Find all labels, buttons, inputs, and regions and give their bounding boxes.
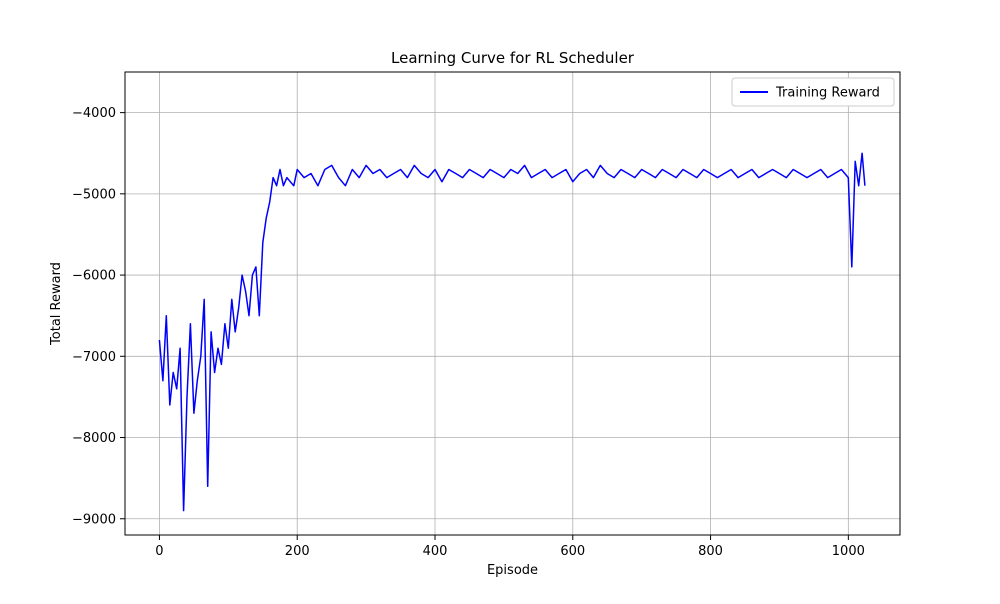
x-tick-label: 0 [155,544,163,559]
plot-frame [124,71,901,536]
grid [125,72,900,535]
y-tick-label: −4000 [72,106,116,121]
x-tick-label: 200 [285,544,310,559]
y-tick-label: −8000 [72,431,116,446]
y-axis: −9000 −8000 −7000 −6000 −5000 −4000 [72,106,125,527]
x-axis-label: Episode [487,563,538,578]
y-tick-label: −6000 [72,269,116,284]
y-tick-label: −5000 [72,187,116,202]
x-axis: 0 200 400 600 800 1000 [155,535,865,559]
legend-box [731,77,895,107]
x-tick-label: 400 [423,544,448,559]
x-tick-label: 600 [560,544,585,559]
legend: Training Reward [731,77,895,107]
series-line-training-reward [158,152,866,512]
chart-title: Learning Curve for RL Scheduler [391,49,635,67]
y-tick-label: −7000 [72,350,116,365]
x-tick-label: 800 [698,544,723,559]
y-tick-label: −9000 [72,512,116,527]
series-layer [158,152,866,512]
x-tick-label: 1000 [832,544,865,559]
legend-label-training-reward: Training Reward [775,86,880,101]
y-axis-label: Total Reward [49,262,64,346]
